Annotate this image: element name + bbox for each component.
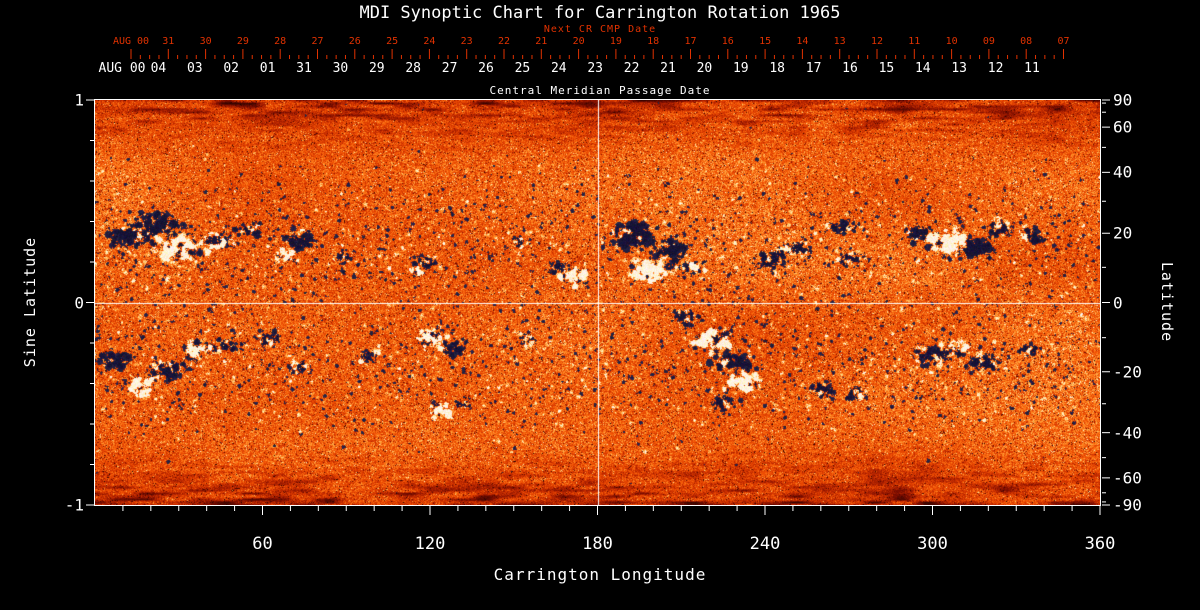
next-cr-date-tick-label: 14: [796, 36, 809, 47]
cmp-date-tick-label: 03: [186, 61, 203, 76]
next-cr-date-tick-label: 17: [684, 36, 697, 47]
longitude-tick-label: 120: [414, 534, 446, 554]
magnetogram-canvas: [95, 100, 1100, 505]
sine-latitude-tick-label: 0: [74, 293, 84, 312]
latitude-tick-label: -20: [1113, 362, 1142, 382]
next-cr-date-tick-label: 07: [1057, 36, 1070, 47]
cmp-date-tick-label: 15: [878, 61, 895, 76]
next-cr-date-tick-label: 11: [908, 36, 921, 47]
cmp-date-tick-label: 04: [150, 61, 167, 76]
longitude-tick-label: 60: [252, 534, 273, 554]
cmp-date-tick-label: 11: [1024, 61, 1040, 76]
cmp-date-tick-label: 02: [223, 61, 240, 76]
cmp-date-tick-label: 01: [259, 61, 276, 76]
next-cr-date-tick-label: 10: [945, 36, 958, 47]
longitude-tick-label: 300: [917, 534, 948, 554]
next-cr-date-tick-label: 30: [199, 36, 212, 47]
latitude-tick-label: 0: [1113, 293, 1123, 312]
carrington-longitude-axis-label: Carrington Longitude: [493, 565, 707, 584]
latitude-tick-label: 40: [1113, 162, 1133, 182]
next-cr-date-tick-label: 21: [535, 36, 548, 47]
cmp-date-tick-label: 18: [769, 61, 786, 76]
cmp-date-tick-label: 17: [805, 61, 822, 76]
cmp-date-tick-label: 20: [696, 61, 713, 76]
cmp-date-tick-label: 21: [660, 61, 676, 76]
next-cr-date-tick-label: 31: [162, 36, 175, 47]
cmp-date-tick-label: 31: [296, 61, 312, 76]
next-cr-date-tick-label: 19: [609, 36, 622, 47]
next-cr-date-tick-label: 25: [386, 36, 399, 47]
next-cr-date-tick-label: 12: [870, 36, 884, 47]
cmp-date-tick-label: AUG 00: [98, 61, 146, 76]
next-cr-date-tick-label: 13: [833, 36, 846, 47]
next-cr-date-tick-label: 24: [423, 36, 436, 47]
sine-latitude-tick-label: -1: [64, 495, 84, 515]
longitude-tick-label: 360: [1084, 534, 1116, 554]
next-cr-date-tick-label: 26: [348, 36, 361, 47]
next-cr-date-tick-label: AUG 00: [112, 36, 150, 47]
cmp-date-tick-label: 26: [478, 61, 494, 76]
next-cr-date-tick-label: 18: [647, 36, 660, 47]
cmp-date-tick-label: 13: [951, 61, 968, 76]
latitude-tick-label: 60: [1113, 117, 1133, 137]
cmp-date-tick-label: 12: [987, 61, 1004, 76]
next-cr-date-tick-label: 15: [759, 36, 772, 47]
chart-title: MDI Synoptic Chart for Carrington Rotati…: [359, 3, 841, 23]
cmp-date-tick-label: 14: [914, 61, 931, 76]
next-cr-date-tick-label: 22: [497, 36, 511, 47]
next-cr-date-tick-label: 23: [460, 36, 473, 47]
cmp-date-tick-label: 22: [623, 61, 640, 76]
longitude-tick-label: 240: [749, 534, 781, 554]
latitude-tick-label: -60: [1113, 468, 1142, 488]
cmp-date-tick-label: 24: [550, 61, 567, 76]
next-cr-date-tick-label: 16: [721, 36, 734, 47]
cmp-date-tick-label: 30: [332, 61, 349, 76]
next-cr-date-tick-label: 09: [982, 36, 995, 47]
plot-area: [94, 99, 1101, 506]
next-cr-cmp-date-axis-label: Next CR CMP Date: [543, 24, 657, 35]
latitude-tick-label: 20: [1113, 223, 1133, 243]
next-cr-date-tick-label: 08: [1020, 36, 1033, 47]
cmp-date-tick-label: 25: [514, 61, 531, 76]
cmp-date-tick-label: 28: [405, 61, 422, 76]
latitude-tick-label: -90: [1113, 495, 1142, 515]
cmp-date-tick-label: 16: [842, 61, 858, 76]
sine-latitude-axis-label: Sine Latitude: [21, 236, 39, 368]
cmp-date-tick-label: 23: [587, 61, 604, 76]
next-cr-date-tick-label: 28: [274, 36, 287, 47]
cmp-date-tick-label: 29: [368, 61, 385, 76]
cmp-date-tick-label: 27: [441, 61, 458, 76]
latitude-tick-label: -40: [1113, 423, 1142, 443]
next-cr-date-tick-label: 29: [236, 36, 249, 47]
longitude-tick-label: 180: [582, 534, 613, 554]
next-cr-date-tick-label: 20: [572, 36, 585, 47]
central-meridian-passage-date-axis-label: Central Meridian Passage Date: [489, 84, 711, 97]
cmp-date-tick-label: 19: [732, 61, 749, 76]
latitude-axis-label: Latitude: [1158, 261, 1176, 343]
next-cr-date-tick-label: 27: [311, 36, 324, 47]
